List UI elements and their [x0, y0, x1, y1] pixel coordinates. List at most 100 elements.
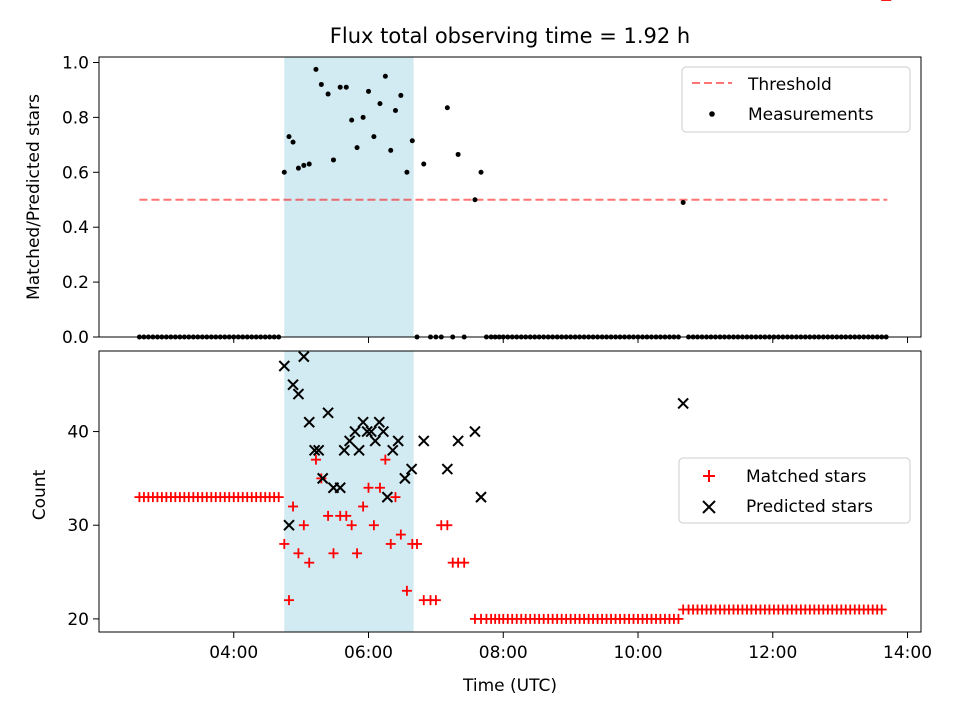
bottom-legend: Matched stars Predicted stars	[678, 457, 911, 524]
legend-measurements-swatch	[709, 111, 715, 117]
measurement-point	[295, 165, 301, 171]
legend-matched-label: Matched stars	[746, 467, 866, 487]
legend-predicted-swatch	[702, 500, 716, 514]
matched-star-point	[298, 520, 309, 531]
x-tick-label: 10:00	[614, 643, 663, 663]
top-y-tick-label: 1.0	[62, 53, 89, 73]
predicted-star-point	[441, 463, 454, 475]
measurement-point	[680, 199, 686, 205]
predicted-star-point	[308, 444, 321, 456]
predicted-star-point	[287, 379, 299, 391]
bottom-y-axis: 20 30 40	[67, 423, 99, 630]
predicted-star-point	[381, 491, 394, 503]
measurement-point	[421, 161, 427, 167]
top-x-axis-ticks	[233, 337, 909, 343]
measurement-point	[360, 114, 366, 120]
top-panel: 0.0 0.2 0.4 0.6 0.8 1.0 Matched/Predicted sta…	[24, 53, 922, 348]
legend-predicted-label: Predicted stars	[746, 497, 873, 517]
measurement-point	[349, 117, 355, 123]
measurement-point	[290, 139, 296, 145]
measurement-point	[392, 108, 398, 114]
x-tick-label: 08:00	[479, 643, 528, 663]
measurement-point	[281, 169, 287, 175]
matched-star-point	[442, 520, 453, 531]
top-y-axis-label: Matched/Predicted stars	[24, 94, 44, 300]
bottom-x-axis: 04:00 06:00 08:00 10:00 12:00 14:00	[209, 632, 932, 663]
x-tick-label: 04:00	[209, 643, 258, 663]
matched-star-point	[279, 538, 290, 549]
top-y-tick-label: 0.8	[62, 108, 89, 128]
measurement-point	[377, 101, 383, 107]
measurement-point	[318, 81, 324, 87]
matched-star-point	[385, 538, 396, 549]
measurement-point	[444, 105, 450, 111]
x-axis-label: Time (UTC)	[462, 676, 557, 696]
top-shaded-interval	[284, 57, 414, 337]
matched-star-point	[876, 604, 887, 615]
legend-measurements-label: Measurements	[748, 105, 874, 125]
matched-star-point	[328, 548, 339, 559]
top-y-tick-label: 0.0	[62, 328, 89, 348]
matched-star-point	[346, 520, 357, 531]
predicted-star-point	[373, 416, 385, 428]
matched-star-point	[380, 454, 391, 465]
matched-stars-series	[134, 0, 892, 624]
measurement-point	[343, 84, 349, 90]
matched-star-point	[368, 520, 379, 531]
predicted-star-point	[399, 472, 411, 485]
bottom-y-axis-label: Count	[30, 469, 50, 520]
top-y-tick-label: 0.6	[62, 163, 89, 183]
top-axes-frame	[98, 56, 922, 338]
measurement-point	[286, 134, 292, 140]
predicted-star-point	[343, 435, 356, 447]
measurement-point	[398, 92, 404, 98]
predicted-star-point	[418, 435, 430, 447]
predicted-star-point	[322, 407, 334, 419]
measurement-point	[455, 151, 461, 157]
legend-threshold-label: Threshold	[747, 75, 832, 95]
matched-star-point	[358, 501, 369, 512]
measurement-point	[337, 84, 343, 90]
measurement-point	[306, 161, 312, 167]
measurement-point	[382, 73, 388, 79]
measurement-point	[354, 145, 360, 151]
predicted-star-point	[338, 444, 350, 456]
predicted-star-point	[405, 463, 418, 475]
predicted-star-point	[353, 444, 365, 456]
measurement-point	[404, 169, 410, 175]
bottom-shaded-band	[284, 351, 414, 632]
matched-star-point	[273, 492, 284, 503]
predicted-star-point	[303, 416, 315, 428]
bottom-y-tick-label: 40	[67, 423, 89, 443]
predicted-stars-series	[278, 350, 689, 531]
bottom-shaded-interval	[284, 351, 414, 632]
measurement-point	[366, 88, 372, 94]
predicted-star-point	[677, 397, 689, 410]
x-tick-label: 12:00	[748, 643, 797, 663]
predicted-star-point	[392, 435, 404, 447]
measurement-point	[478, 169, 484, 175]
matched-star-point	[395, 529, 406, 540]
matched-star-point	[412, 538, 423, 549]
matched-star-point	[310, 454, 321, 465]
predicted-star-point	[469, 425, 481, 438]
top-y-tick-label: 0.2	[62, 273, 89, 293]
matched-star-point	[341, 510, 352, 521]
matched-star-point	[304, 557, 315, 568]
matched-star-point	[430, 595, 441, 606]
predicted-star-point	[316, 472, 329, 485]
measurement-point	[371, 134, 377, 140]
predicted-star-point	[312, 444, 325, 456]
matched-star-point	[390, 492, 401, 503]
measurement-point	[325, 91, 331, 97]
predicted-star-point	[278, 360, 290, 372]
matched-star-point	[363, 482, 374, 493]
bottom-y-tick-label: 20	[67, 610, 89, 630]
measurement-point	[301, 162, 307, 168]
top-legend-box	[681, 66, 911, 133]
measurement-point	[409, 138, 415, 144]
matched-star-point	[288, 501, 299, 512]
x-tick-label: 14:00	[883, 643, 932, 663]
x-tick-label: 06:00	[344, 643, 393, 663]
bottom-panel: 20 30 40 04:00 06:00 08:00 10:00 12:00 14:00 Co…	[30, 0, 932, 696]
